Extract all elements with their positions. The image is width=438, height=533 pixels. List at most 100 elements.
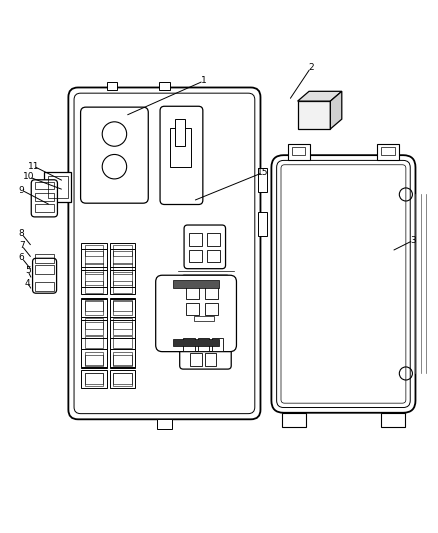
Bar: [381, 147, 395, 155]
Bar: [288, 144, 310, 159]
FancyBboxPatch shape: [181, 275, 230, 323]
Bar: [85, 336, 103, 348]
Text: 4: 4: [25, 279, 31, 288]
Text: 6: 6: [19, 253, 25, 262]
Bar: [81, 370, 107, 388]
Bar: [205, 287, 218, 299]
Bar: [258, 212, 267, 236]
Bar: [81, 335, 107, 350]
Bar: [81, 243, 107, 258]
Bar: [113, 263, 132, 274]
Bar: [85, 300, 103, 311]
Text: 11: 11: [28, 161, 39, 171]
Bar: [81, 372, 107, 386]
Bar: [190, 353, 201, 366]
Bar: [81, 280, 107, 294]
Bar: [113, 251, 132, 264]
Bar: [110, 370, 135, 388]
Bar: [205, 353, 216, 366]
Bar: [110, 353, 135, 368]
FancyBboxPatch shape: [68, 87, 261, 419]
Bar: [107, 82, 117, 90]
Bar: [110, 299, 135, 317]
Bar: [85, 373, 103, 386]
Text: 10: 10: [23, 173, 35, 182]
Bar: [170, 128, 191, 167]
Bar: [283, 413, 306, 427]
Bar: [44, 172, 71, 202]
Bar: [81, 249, 107, 266]
Bar: [81, 270, 107, 287]
Polygon shape: [297, 91, 342, 101]
Bar: [85, 373, 103, 384]
Text: 15: 15: [257, 168, 268, 177]
Bar: [258, 168, 267, 192]
Bar: [48, 176, 68, 198]
FancyBboxPatch shape: [184, 225, 226, 269]
Bar: [110, 335, 135, 350]
Bar: [85, 318, 103, 329]
Bar: [81, 320, 107, 338]
Bar: [85, 263, 103, 274]
Bar: [110, 298, 135, 313]
Bar: [85, 251, 103, 264]
Bar: [186, 287, 199, 299]
Bar: [85, 322, 103, 335]
Bar: [377, 144, 399, 159]
Bar: [156, 419, 172, 429]
Bar: [113, 302, 132, 314]
Bar: [173, 338, 219, 346]
Bar: [85, 302, 103, 314]
Polygon shape: [330, 91, 342, 129]
FancyBboxPatch shape: [180, 330, 231, 369]
Bar: [81, 350, 107, 367]
Bar: [110, 320, 135, 338]
Bar: [110, 372, 135, 386]
Bar: [186, 303, 199, 316]
Bar: [110, 261, 135, 276]
Bar: [212, 338, 223, 351]
Bar: [189, 233, 202, 246]
FancyBboxPatch shape: [155, 275, 237, 352]
Bar: [113, 373, 132, 384]
Bar: [183, 338, 194, 351]
Text: 2: 2: [308, 63, 314, 72]
FancyBboxPatch shape: [160, 106, 203, 205]
Bar: [113, 354, 132, 366]
Bar: [194, 316, 214, 321]
Bar: [110, 249, 135, 266]
Text: 7: 7: [19, 241, 25, 250]
Bar: [81, 298, 107, 313]
Bar: [85, 352, 103, 365]
Bar: [198, 338, 209, 351]
Bar: [175, 119, 185, 146]
Bar: [113, 245, 132, 256]
Bar: [113, 300, 132, 311]
FancyBboxPatch shape: [32, 259, 57, 293]
Bar: [35, 265, 54, 274]
Bar: [381, 413, 405, 427]
Bar: [173, 280, 219, 288]
Bar: [205, 303, 218, 316]
Bar: [85, 245, 103, 256]
Bar: [35, 254, 54, 263]
Text: 1: 1: [201, 76, 207, 85]
Bar: [113, 352, 132, 365]
Bar: [35, 282, 54, 290]
Text: 5: 5: [25, 266, 31, 276]
Bar: [81, 353, 107, 368]
Bar: [189, 250, 202, 262]
Bar: [113, 318, 132, 329]
Text: 8: 8: [19, 229, 25, 238]
Text: 3: 3: [410, 236, 416, 245]
Bar: [110, 350, 135, 367]
Bar: [113, 322, 132, 335]
FancyBboxPatch shape: [81, 107, 148, 203]
Text: 9: 9: [19, 185, 25, 195]
Bar: [85, 272, 103, 285]
Bar: [113, 373, 132, 386]
Bar: [81, 316, 107, 331]
Bar: [292, 147, 305, 155]
Bar: [207, 233, 220, 246]
Bar: [207, 250, 220, 262]
